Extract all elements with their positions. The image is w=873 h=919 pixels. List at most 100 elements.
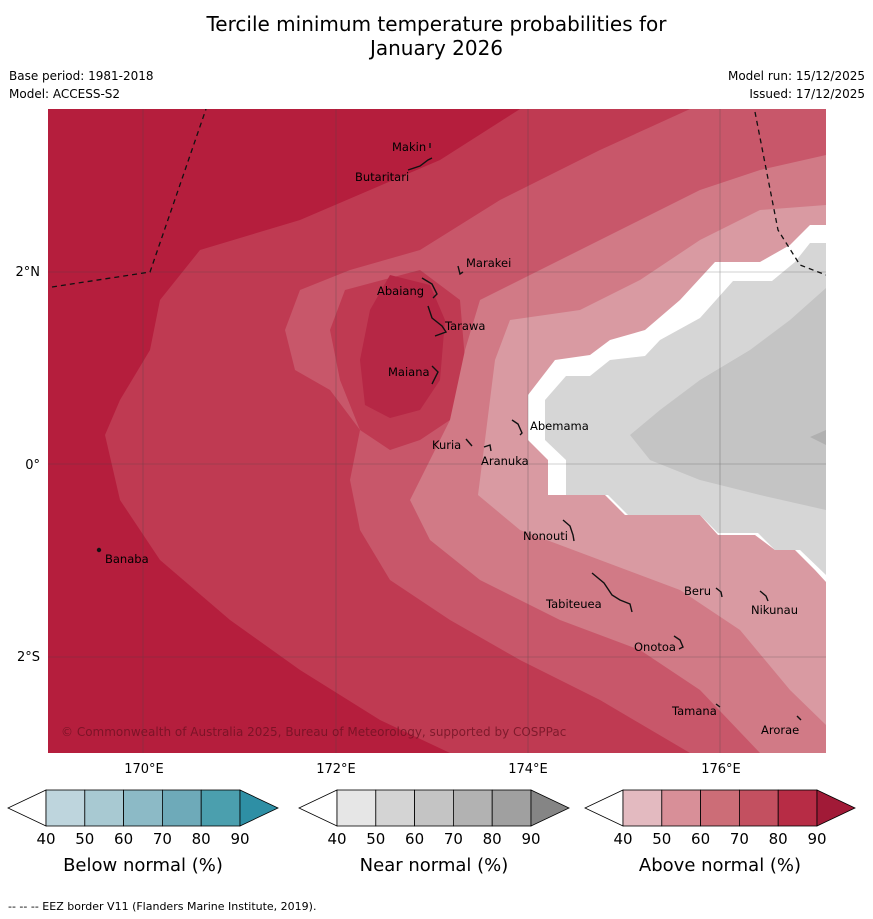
graticule	[48, 109, 826, 753]
longitude-labels: 170°E 172°E 174°E 176°E	[124, 762, 741, 777]
issued-date: Issued: 17/12/2025	[749, 87, 865, 101]
colorbar-bin	[738, 789, 779, 827]
colorbar-above-normal: 40 50 60 70 80 90 Above normal (%)	[584, 789, 856, 876]
island-kuria	[465, 438, 473, 447]
label-banaba: Banaba	[105, 552, 149, 566]
lon-tick-176: 176°E	[701, 762, 741, 777]
colorbar-over-triangle	[816, 789, 856, 827]
island-arorae	[796, 715, 802, 721]
colorbar-below-normal: 40 50 60 70 80 90 Below normal (%)	[7, 789, 279, 876]
lon-tick-174: 174°E	[508, 762, 548, 777]
label-beru: Beru	[684, 584, 711, 598]
colorbar-under-triangle	[584, 789, 624, 827]
colorbar-bin	[491, 789, 532, 827]
colorbar-label-above: Above normal (%)	[639, 855, 801, 876]
colorbar-label-below: Below normal (%)	[63, 855, 223, 876]
island-banaba	[96, 547, 102, 553]
island-tabiteuea	[591, 572, 633, 613]
colorbar-label-near: Near normal (%)	[360, 855, 509, 876]
colorbar-near-normal: 40 50 60 70 80 90 Near normal (%)	[298, 789, 570, 876]
colorbar-bin	[200, 789, 241, 827]
label-maiana: Maiana	[388, 365, 430, 379]
model-run: Model run: 15/12/2025	[727, 69, 865, 83]
colorbar-bin	[84, 789, 125, 827]
colorbar-tick: 50	[366, 830, 385, 848]
label-nonouti: Nonouti	[523, 529, 568, 543]
label-tamana: Tamana	[671, 704, 717, 718]
eez-borders	[51, 109, 826, 288]
island-tarawa	[427, 305, 448, 337]
islands	[96, 143, 802, 721]
colorbar-under-triangle	[7, 789, 47, 827]
colorbar-tick: 50	[652, 830, 671, 848]
colorbar-tick: 60	[691, 830, 710, 848]
label-onotoa: Onotoa	[634, 640, 676, 654]
colorbar-tick: 90	[230, 830, 249, 848]
zone-near-50	[630, 288, 826, 510]
colorbar-tick: 40	[36, 830, 55, 848]
label-kuria: Kuria	[432, 438, 461, 452]
lon-tick-172: 172°E	[316, 762, 356, 777]
label-makin: Makin	[392, 140, 426, 154]
colorbar-bin	[414, 789, 454, 827]
island-marakei	[457, 265, 464, 276]
colorbar-legends: 40 50 60 70 80 90 Below normal (%) 40 50 60 70 80…	[7, 789, 856, 876]
label-marakei: Marakei	[466, 256, 511, 270]
colorbar-tick: 80	[483, 830, 502, 848]
eez-footnote: -- -- -- EEZ border V11 (Flanders Marine…	[8, 900, 317, 913]
colorbar-tick: 60	[114, 830, 133, 848]
copyright-notice: © Commonwealth of Australia 2025, Bureau…	[61, 725, 566, 739]
lon-tick-170: 170°E	[124, 762, 164, 777]
colorbar-tick: 60	[405, 830, 424, 848]
colorbar-bin	[45, 789, 86, 827]
colorbar-bin	[375, 789, 416, 827]
latitude-labels: 2°N 0° 2°S	[16, 265, 41, 665]
colorbar-tick: 50	[75, 830, 94, 848]
zone-near-60	[810, 430, 826, 445]
island-onotoa	[673, 635, 684, 650]
title-line-2: January 2026	[369, 36, 504, 60]
colorbar-bin	[452, 789, 493, 827]
island-maiana	[431, 365, 439, 385]
forecast-map: Makin Butaritari Marakei Abaiang Tarawa …	[16, 109, 826, 777]
colorbar-tick: 80	[769, 830, 788, 848]
colorbar-tick: 70	[730, 830, 749, 848]
colorbar-under-triangle	[298, 789, 338, 827]
lat-tick-0: 0°	[25, 458, 40, 473]
label-abaiang: Abaiang	[377, 284, 424, 298]
colorbar-bin	[123, 789, 163, 827]
colorbar-tick: 80	[192, 830, 211, 848]
island-abaiang	[421, 277, 438, 299]
label-aranuka: Aranuka	[481, 454, 529, 468]
colorbar-bin	[700, 789, 740, 827]
colorbar-over-triangle	[239, 789, 279, 827]
colorbar-bin	[777, 789, 818, 827]
island-abemama	[511, 419, 523, 436]
island-nikunau	[759, 590, 769, 602]
colorbar-tick: 40	[327, 830, 346, 848]
island-nonouti	[562, 519, 575, 542]
lat-tick-2s: 2°S	[17, 650, 40, 665]
map-title: Tercile minimum temperature probabilitie…	[0, 12, 873, 60]
colorbar-tick: 90	[521, 830, 540, 848]
probability-contours	[48, 109, 826, 753]
colorbar-bin	[661, 789, 702, 827]
label-butaritari: Butaritari	[355, 170, 409, 184]
model-name: Model: ACCESS-S2	[9, 87, 121, 101]
colorbar-tick: 90	[807, 830, 826, 848]
island-labels: Makin Butaritari Marakei Abaiang Tarawa …	[105, 140, 799, 737]
label-abemama: Abemama	[530, 419, 589, 433]
colorbar-bin	[622, 789, 663, 827]
colorbar-over-triangle	[530, 789, 570, 827]
colorbar-bin	[161, 789, 202, 827]
base-period: Base period: 1981-2018	[9, 69, 154, 83]
label-tabiteuea: Tabiteuea	[545, 597, 602, 611]
island-butaritari	[407, 157, 433, 171]
label-nikunau: Nikunau	[751, 603, 798, 617]
island-tamana	[715, 703, 721, 708]
colorbar-bin	[336, 789, 377, 827]
lat-tick-2n: 2°N	[16, 265, 41, 280]
label-tarawa: Tarawa	[444, 319, 485, 333]
label-arorae: Arorae	[761, 723, 799, 737]
colorbar-tick: 70	[444, 830, 463, 848]
